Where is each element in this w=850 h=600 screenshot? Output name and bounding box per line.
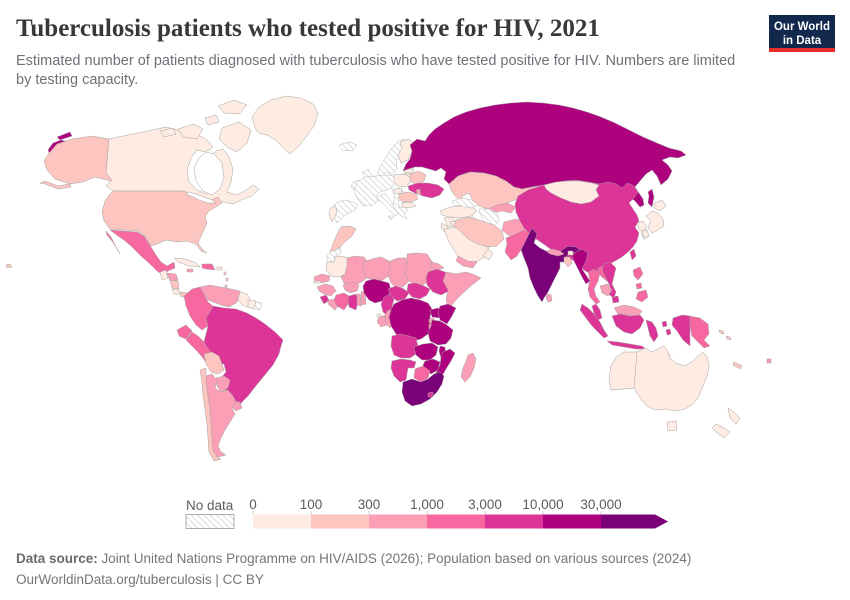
svg-text:0: 0	[249, 497, 257, 512]
svg-text:30,000: 30,000	[580, 497, 621, 512]
svg-text:10,000: 10,000	[522, 497, 563, 512]
svg-text:300: 300	[358, 497, 381, 512]
svg-text:3,000: 3,000	[468, 497, 502, 512]
svg-text:1,000: 1,000	[410, 497, 444, 512]
svg-text:100: 100	[300, 497, 323, 512]
